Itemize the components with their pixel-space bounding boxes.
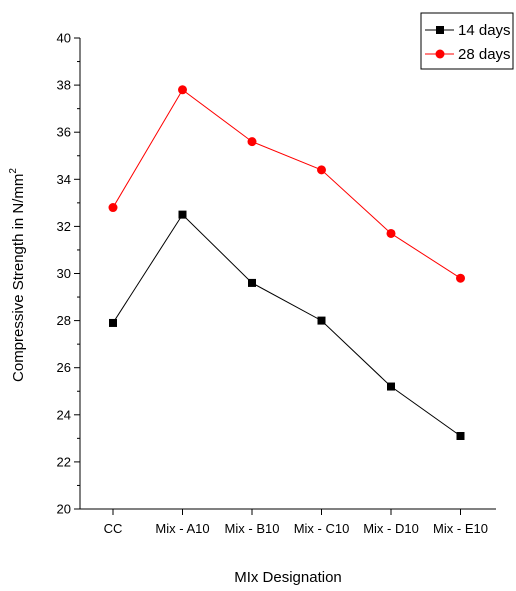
legend-label-14-days: 14 days <box>458 22 511 39</box>
data-point-28-days-2 <box>247 137 257 147</box>
y-tick-label-26: 26 <box>57 360 71 375</box>
data-point-14-days-4 <box>387 382 395 391</box>
y-axis-title-superscript: 2 <box>8 168 19 174</box>
x-tick-label-1: Mix - A10 <box>155 521 209 536</box>
y-ticks: 20 22 24 26 28 30 32 34 36 38 40 <box>57 31 80 517</box>
axes <box>79 38 496 510</box>
series-layer <box>108 85 465 440</box>
legend-label-28-days: 28 days <box>458 46 511 63</box>
data-point-14-days-1 <box>178 210 187 219</box>
y-tick-label-36: 36 <box>57 125 71 140</box>
y-tick-label-38: 38 <box>57 78 71 93</box>
legend: 14 days 28 days <box>420 12 514 70</box>
data-point-28-days-3 <box>317 165 326 175</box>
data-point-28-days-0 <box>108 203 118 213</box>
legend-marker-28-days <box>435 49 445 59</box>
data-point-28-days-5 <box>456 273 465 283</box>
y-tick-label-30: 30 <box>57 266 71 281</box>
legend-box <box>420 12 514 70</box>
series-14-days <box>109 210 465 440</box>
x-tick-label-5: Mix - E10 <box>433 521 488 536</box>
y-axis-title-main: Compressive Strength in N/mm <box>10 174 27 382</box>
legend-marker-14-days <box>436 26 444 34</box>
data-point-14-days-2 <box>248 278 256 287</box>
series-line-14-days <box>112 213 461 437</box>
data-point-14-days-0 <box>109 318 117 327</box>
series-line-28-days <box>112 89 461 279</box>
y-tick-label-34: 34 <box>57 172 71 187</box>
y-tick-label-22: 22 <box>57 454 71 469</box>
y-tick-label-20: 20 <box>57 502 71 517</box>
x-axis-title: MIx Designation <box>234 569 342 586</box>
data-point-14-days-3 <box>317 316 326 325</box>
x-tick-label-0: CC <box>104 521 123 536</box>
series-28-days <box>108 85 465 283</box>
y-tick-label-28: 28 <box>57 313 71 328</box>
y-tick-label-24: 24 <box>57 407 71 422</box>
data-point-28-days-4 <box>386 228 396 238</box>
x-ticks: CC Mix - A10 Mix - B10 Mix - C10 Mix - D10 Mi… <box>104 509 488 536</box>
x-tick-label-3: Mix - C10 <box>294 521 350 536</box>
y-tick-label-32: 32 <box>57 219 71 234</box>
data-point-14-days-5 <box>456 431 465 440</box>
data-point-28-days-1 <box>178 85 187 95</box>
y-axis-title: Compressive Strength in N/mm2 <box>8 168 27 382</box>
x-tick-label-4: Mix - D10 <box>363 521 419 536</box>
legend-item-14-days: 14 days <box>425 22 511 39</box>
x-tick-label-2: Mix - B10 <box>225 521 280 536</box>
y-tick-label-40: 40 <box>57 31 71 46</box>
legend-item-28-days: 28 days <box>425 46 511 63</box>
